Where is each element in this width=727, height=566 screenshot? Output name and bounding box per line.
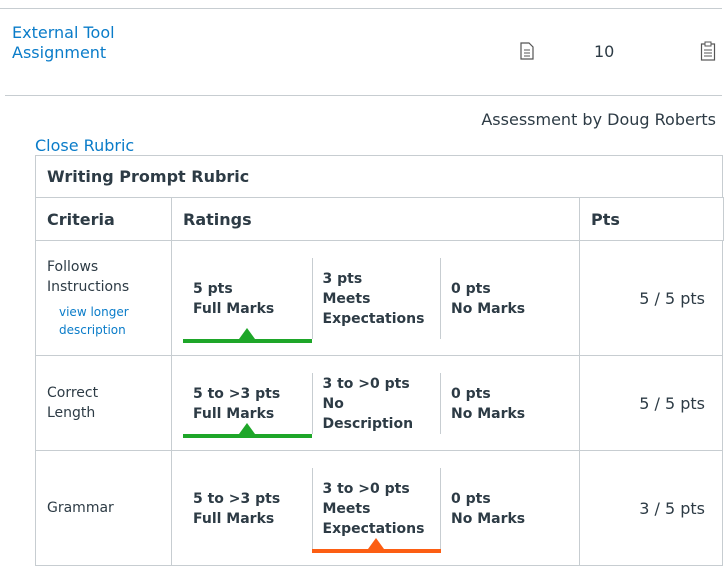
assessment-by: Assessment by Doug Roberts xyxy=(481,110,716,129)
points: 10 xyxy=(594,42,615,61)
rating[interactable]: 5 to >3 pts Full Marks xyxy=(183,373,312,434)
assignment-link[interactable]: External Tool Assignment xyxy=(12,23,115,62)
rating-points: 0 pts xyxy=(451,280,491,297)
selected-bar xyxy=(183,434,312,438)
score: 5 / 5 pts xyxy=(639,393,705,413)
rating-points: 0 pts xyxy=(451,490,491,507)
rating-points: 3 pts xyxy=(322,270,363,287)
criterion: Follows Instructions xyxy=(47,259,130,295)
selected-bar xyxy=(311,549,441,553)
selected-bar xyxy=(183,339,312,343)
rating-points: 0 pts xyxy=(451,385,491,402)
rating-description: No Marks xyxy=(451,510,526,527)
rating-description: Full Marks xyxy=(193,300,275,317)
rating[interactable]: 0 pts No Marks xyxy=(440,258,569,339)
criterion: Grammar xyxy=(47,500,114,516)
rating-description: No Description xyxy=(322,395,414,432)
criterion-cell: Correct Length xyxy=(35,355,172,451)
rating-description: Meets Expectations xyxy=(322,290,425,327)
rating-points: 3 to >0 pts xyxy=(322,480,410,497)
rating-description: Full Marks xyxy=(193,405,275,422)
rating[interactable]: 5 to >3 pts Full Marks xyxy=(183,468,312,549)
rating[interactable]: 0 pts No Marks xyxy=(440,373,569,434)
divider xyxy=(0,8,722,9)
selected-marker xyxy=(367,538,384,549)
criterion-cell: Follows Instructions view longer descript… xyxy=(35,240,172,356)
close-rubric[interactable]: Close Rubric xyxy=(35,136,135,155)
column-header: Criteria xyxy=(35,197,172,241)
rating-description: No Marks xyxy=(451,300,526,317)
score: 5 / 5 pts xyxy=(639,288,705,308)
rating-description: No Marks xyxy=(451,405,526,422)
selected-marker xyxy=(239,423,255,434)
score-cell: 5 / 5 pts xyxy=(579,355,723,451)
rating[interactable]: 0 pts No Marks xyxy=(440,468,569,549)
selected-marker xyxy=(239,328,255,339)
column-header: Pts xyxy=(579,197,724,241)
rating[interactable]: 3 to >0 pts Meets Expectations xyxy=(311,468,441,549)
rating-points: 5 to >3 pts xyxy=(193,385,281,402)
criterion: Correct Length xyxy=(47,385,99,421)
criterion-cell: Grammar xyxy=(35,450,172,566)
rating-description: Meets Expectations xyxy=(322,500,425,537)
score: 3 / 5 pts xyxy=(639,498,705,518)
rating-description: Full Marks xyxy=(193,510,275,527)
rating-points: 5 to >3 pts xyxy=(193,490,281,507)
table-title: Writing Prompt Rubric xyxy=(35,155,723,198)
rating[interactable]: 3 to >0 pts No Description xyxy=(311,373,441,434)
score-cell: 5 / 5 pts xyxy=(579,240,723,356)
column-header: Ratings xyxy=(171,197,580,241)
rating-points: 5 pts xyxy=(193,280,233,297)
document-icon[interactable] xyxy=(519,42,535,60)
rating[interactable]: 3 pts Meets Expectations xyxy=(311,258,441,339)
rating-points: 3 to >0 pts xyxy=(322,375,410,392)
score-cell: 3 / 5 pts xyxy=(579,450,723,566)
description-link[interactable]: view longer description xyxy=(59,305,129,337)
divider xyxy=(5,95,722,96)
rating[interactable]: 5 pts Full Marks xyxy=(183,258,312,339)
rubric-icon[interactable] xyxy=(700,41,716,61)
